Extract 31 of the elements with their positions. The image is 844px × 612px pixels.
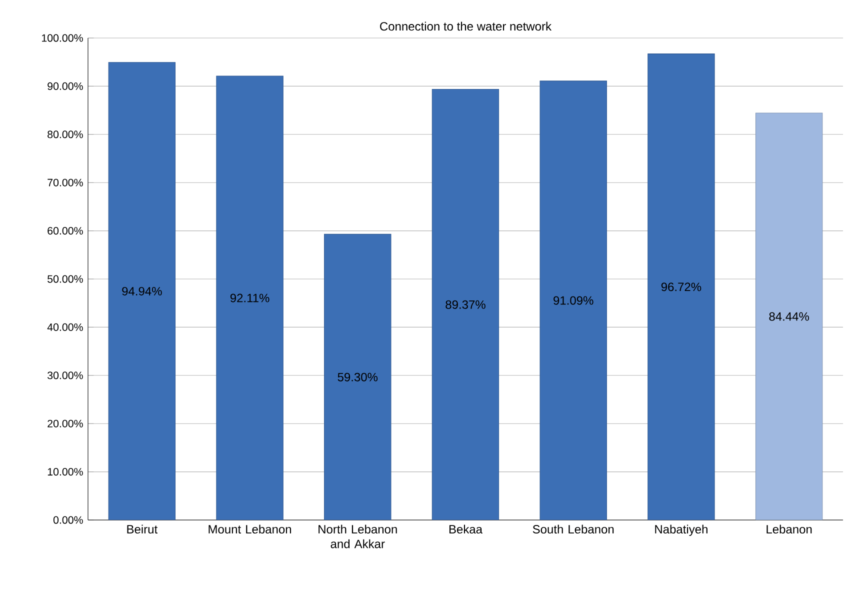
x-tick-label: Lebanon (766, 524, 812, 534)
y-tick-label: 30.00% (48, 372, 83, 380)
x-tick-label: Beirut (127, 524, 158, 534)
y-tick-label: 20.00% (48, 420, 83, 428)
x-tick-label: Mount Lebanon (208, 524, 292, 534)
bar (216, 76, 284, 520)
data-label: 89.37% (446, 300, 486, 309)
bar (324, 234, 392, 520)
data-label: 92.11% (230, 294, 270, 302)
bar (755, 112, 823, 520)
bar (432, 88, 500, 520)
y-tick-label: 100.00% (42, 34, 83, 42)
chart-title: Connection to the water network (380, 22, 552, 31)
y-tick-label: 10.00% (48, 468, 83, 476)
y-tick-label: 90.00% (48, 82, 83, 90)
x-tick-label: Nabatiyeh (655, 524, 708, 536)
x-tick-label: Bekaa (449, 524, 482, 534)
data-label: 84.44% (769, 312, 809, 321)
data-label: 94.94% (122, 286, 162, 296)
x-tick-label: South Lebanon (532, 524, 614, 534)
y-tick-label: 0.00% (53, 516, 83, 524)
y-tick-label: 40.00% (47, 323, 83, 331)
data-label: 96.72% (661, 282, 702, 292)
y-tick-label: 50.00% (48, 275, 83, 283)
bar (540, 80, 607, 520)
y-tick-label: 70.00% (48, 178, 83, 186)
data-label: 59.30% (338, 372, 378, 382)
x-tick-label: North Lebanon and Akkar (318, 524, 397, 548)
y-tick-label: 60.00% (48, 227, 83, 235)
y-tick-label: 80.00% (48, 130, 83, 138)
data-label: 91.09% (554, 296, 594, 305)
